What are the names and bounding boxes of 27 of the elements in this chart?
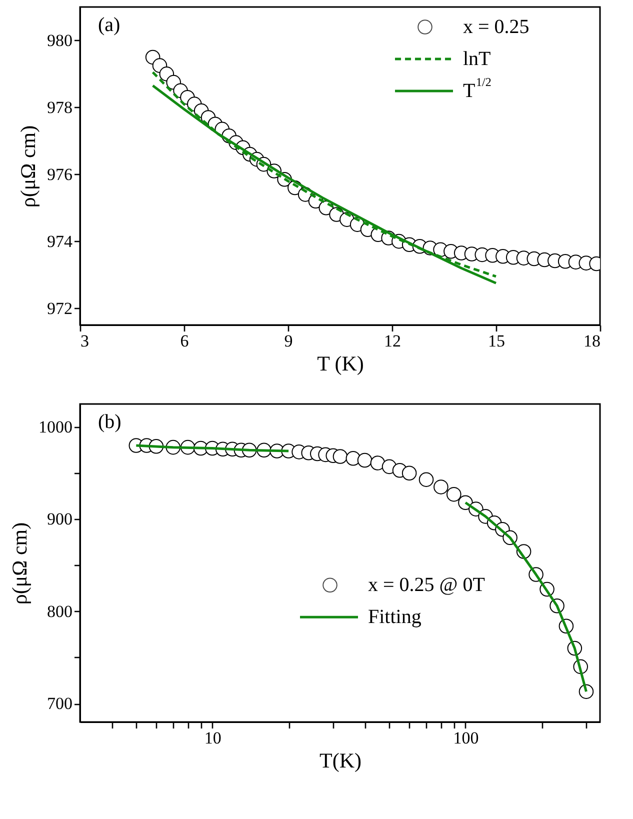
x-tick-label: 6 xyxy=(180,332,189,350)
legend-label: Fitting xyxy=(368,606,422,628)
x-tick-label: 12 xyxy=(384,332,401,350)
x-tick-label: 15 xyxy=(488,332,505,350)
annotation: (b) xyxy=(98,411,122,433)
y-axis-title: ρ(μΩ cm) xyxy=(16,125,40,208)
legend-label: x = 0.25 @ 0T xyxy=(368,574,485,596)
x-axis-title: T(K) xyxy=(320,748,362,772)
legend-label: x = 0.25 xyxy=(463,16,530,38)
y-tick-label: 976 xyxy=(47,164,72,184)
y-tick-label: 800 xyxy=(47,602,72,621)
x-tick-label: 100 xyxy=(453,728,479,748)
y-tick-label: 978 xyxy=(47,98,72,117)
x-tick-label: 9 xyxy=(284,332,293,350)
y-axis-title: ρ(μΩ cm) xyxy=(8,522,32,605)
x-axis-title: T (K) xyxy=(317,352,364,376)
legend-label: lnT xyxy=(463,48,491,70)
x-tick-label: 18 xyxy=(584,332,600,350)
annotation: (a) xyxy=(98,14,120,36)
x-tick-label: 10 xyxy=(204,728,222,748)
y-tick-label: 700 xyxy=(47,694,72,714)
y-tick-label: 980 xyxy=(47,30,72,50)
y-tick-label: 900 xyxy=(47,510,72,529)
y-tick-label: 1000 xyxy=(38,418,72,437)
y-tick-label: 974 xyxy=(47,232,73,251)
x-tick-label: 3 xyxy=(80,332,89,350)
y-tick-label: 972 xyxy=(47,298,72,318)
